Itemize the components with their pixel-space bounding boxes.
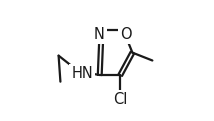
- Text: O: O: [120, 27, 132, 42]
- Text: HN: HN: [71, 66, 93, 81]
- Text: Cl: Cl: [113, 92, 128, 107]
- Text: N: N: [94, 27, 105, 42]
